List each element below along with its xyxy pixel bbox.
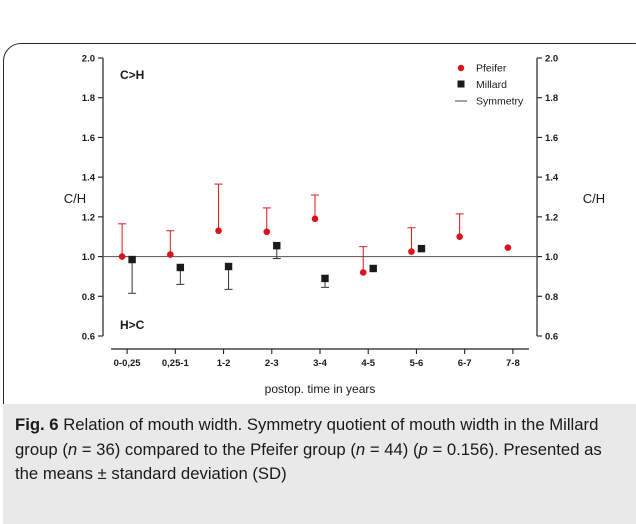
y-tick-label-left: 1.6 — [82, 133, 95, 144]
legend-symmetry-label: Symmetry — [476, 96, 524, 108]
pfeifer-point — [118, 253, 126, 260]
x-tick-label: 2-3 — [265, 358, 279, 369]
caption-n-symbol-1: n — [67, 439, 78, 459]
y-tick-label-right: 1.4 — [545, 173, 559, 184]
y-tick-label-right: 1.8 — [545, 93, 558, 104]
y-tick-label-right: 1.6 — [545, 133, 558, 144]
y-tick-label-right: 1.0 — [545, 252, 558, 263]
millard-point — [417, 244, 426, 253]
figure-label: Fig. 6 — [15, 415, 59, 434]
y-tick-label-left: 2.0 — [82, 54, 95, 65]
x-tick-label: 5-6 — [410, 358, 424, 369]
y-tick-label-left: 1.8 — [82, 93, 95, 104]
caption-p-symbol: p — [418, 439, 428, 459]
millard-point — [176, 263, 185, 272]
figure-caption: Fig. 6 Relation of mouth width. Symmetry… — [15, 413, 627, 487]
y-tick-label-right: 2.0 — [545, 54, 558, 65]
millard-point — [273, 241, 281, 250]
x-tick-label: 0-0,25 — [114, 358, 142, 369]
millard-point — [321, 274, 329, 283]
caption-text-1: Relation of mouth width. Symmetry quotie… — [15, 415, 599, 459]
y-tick-label-left: 1.0 — [82, 252, 95, 263]
x-tick-label: 0,25-1 — [162, 358, 190, 369]
annotation-c-greater-h: C>H — [120, 68, 144, 82]
legend-millard-label: Millard — [476, 79, 507, 91]
x-tick-label: 7-8 — [506, 358, 520, 369]
pfeifer-point — [456, 233, 463, 241]
pfeifer-point — [359, 269, 367, 276]
y-tick-label-right: 0.6 — [545, 332, 558, 343]
millard-point — [128, 255, 136, 264]
chart: 0.6 0.6 0.8 0.8 1.0 1.0 1.2 1.2 1.4 1.4 1.6 1.6 1.8 1… — [64, 54, 605, 397]
caption-text-2: = 36) compared to the Pfeifer group ( — [77, 439, 356, 459]
pfeifer-point — [215, 227, 222, 235]
x-tick-label: 1-2 — [217, 358, 231, 369]
y-axis-label-left: C/H — [64, 191, 86, 206]
pfeifer-point — [408, 248, 415, 255]
pfeifer-point — [263, 228, 271, 236]
y-tick-label-left: 1.2 — [82, 212, 95, 223]
pfeifer-point — [311, 215, 319, 223]
y-tick-label-left: 1.4 — [82, 173, 96, 184]
x-axis-label: postop. time in years — [265, 382, 376, 396]
y-axis-label-right: C/H — [583, 191, 605, 206]
y-tick-label-right: 1.2 — [545, 212, 558, 223]
x-tick-label: 6-7 — [458, 358, 472, 369]
millard-point — [369, 264, 377, 273]
x-tick-label: 3-4 — [313, 358, 327, 369]
legend-pfeifer-marker — [457, 64, 465, 72]
legend-millard-marker — [457, 80, 465, 88]
annotation-h-greater-c: H>C — [120, 318, 145, 332]
y-tick-label-right: 0.8 — [545, 292, 558, 303]
legend-pfeifer-label: Pfeifer — [476, 63, 507, 75]
caption-text-4: = 0.156). Presented as the means ± stand… — [15, 439, 602, 484]
y-tick-label-left: 0.6 — [82, 332, 95, 343]
caption-text-3: = 44) ( — [365, 439, 419, 459]
pfeifer-point — [504, 244, 512, 251]
millard-point — [224, 262, 233, 271]
caption-n-symbol-2: n — [355, 439, 366, 459]
x-tick-label: 4-5 — [361, 358, 375, 369]
y-tick-label-left: 0.8 — [82, 292, 95, 303]
pfeifer-point — [167, 251, 174, 258]
